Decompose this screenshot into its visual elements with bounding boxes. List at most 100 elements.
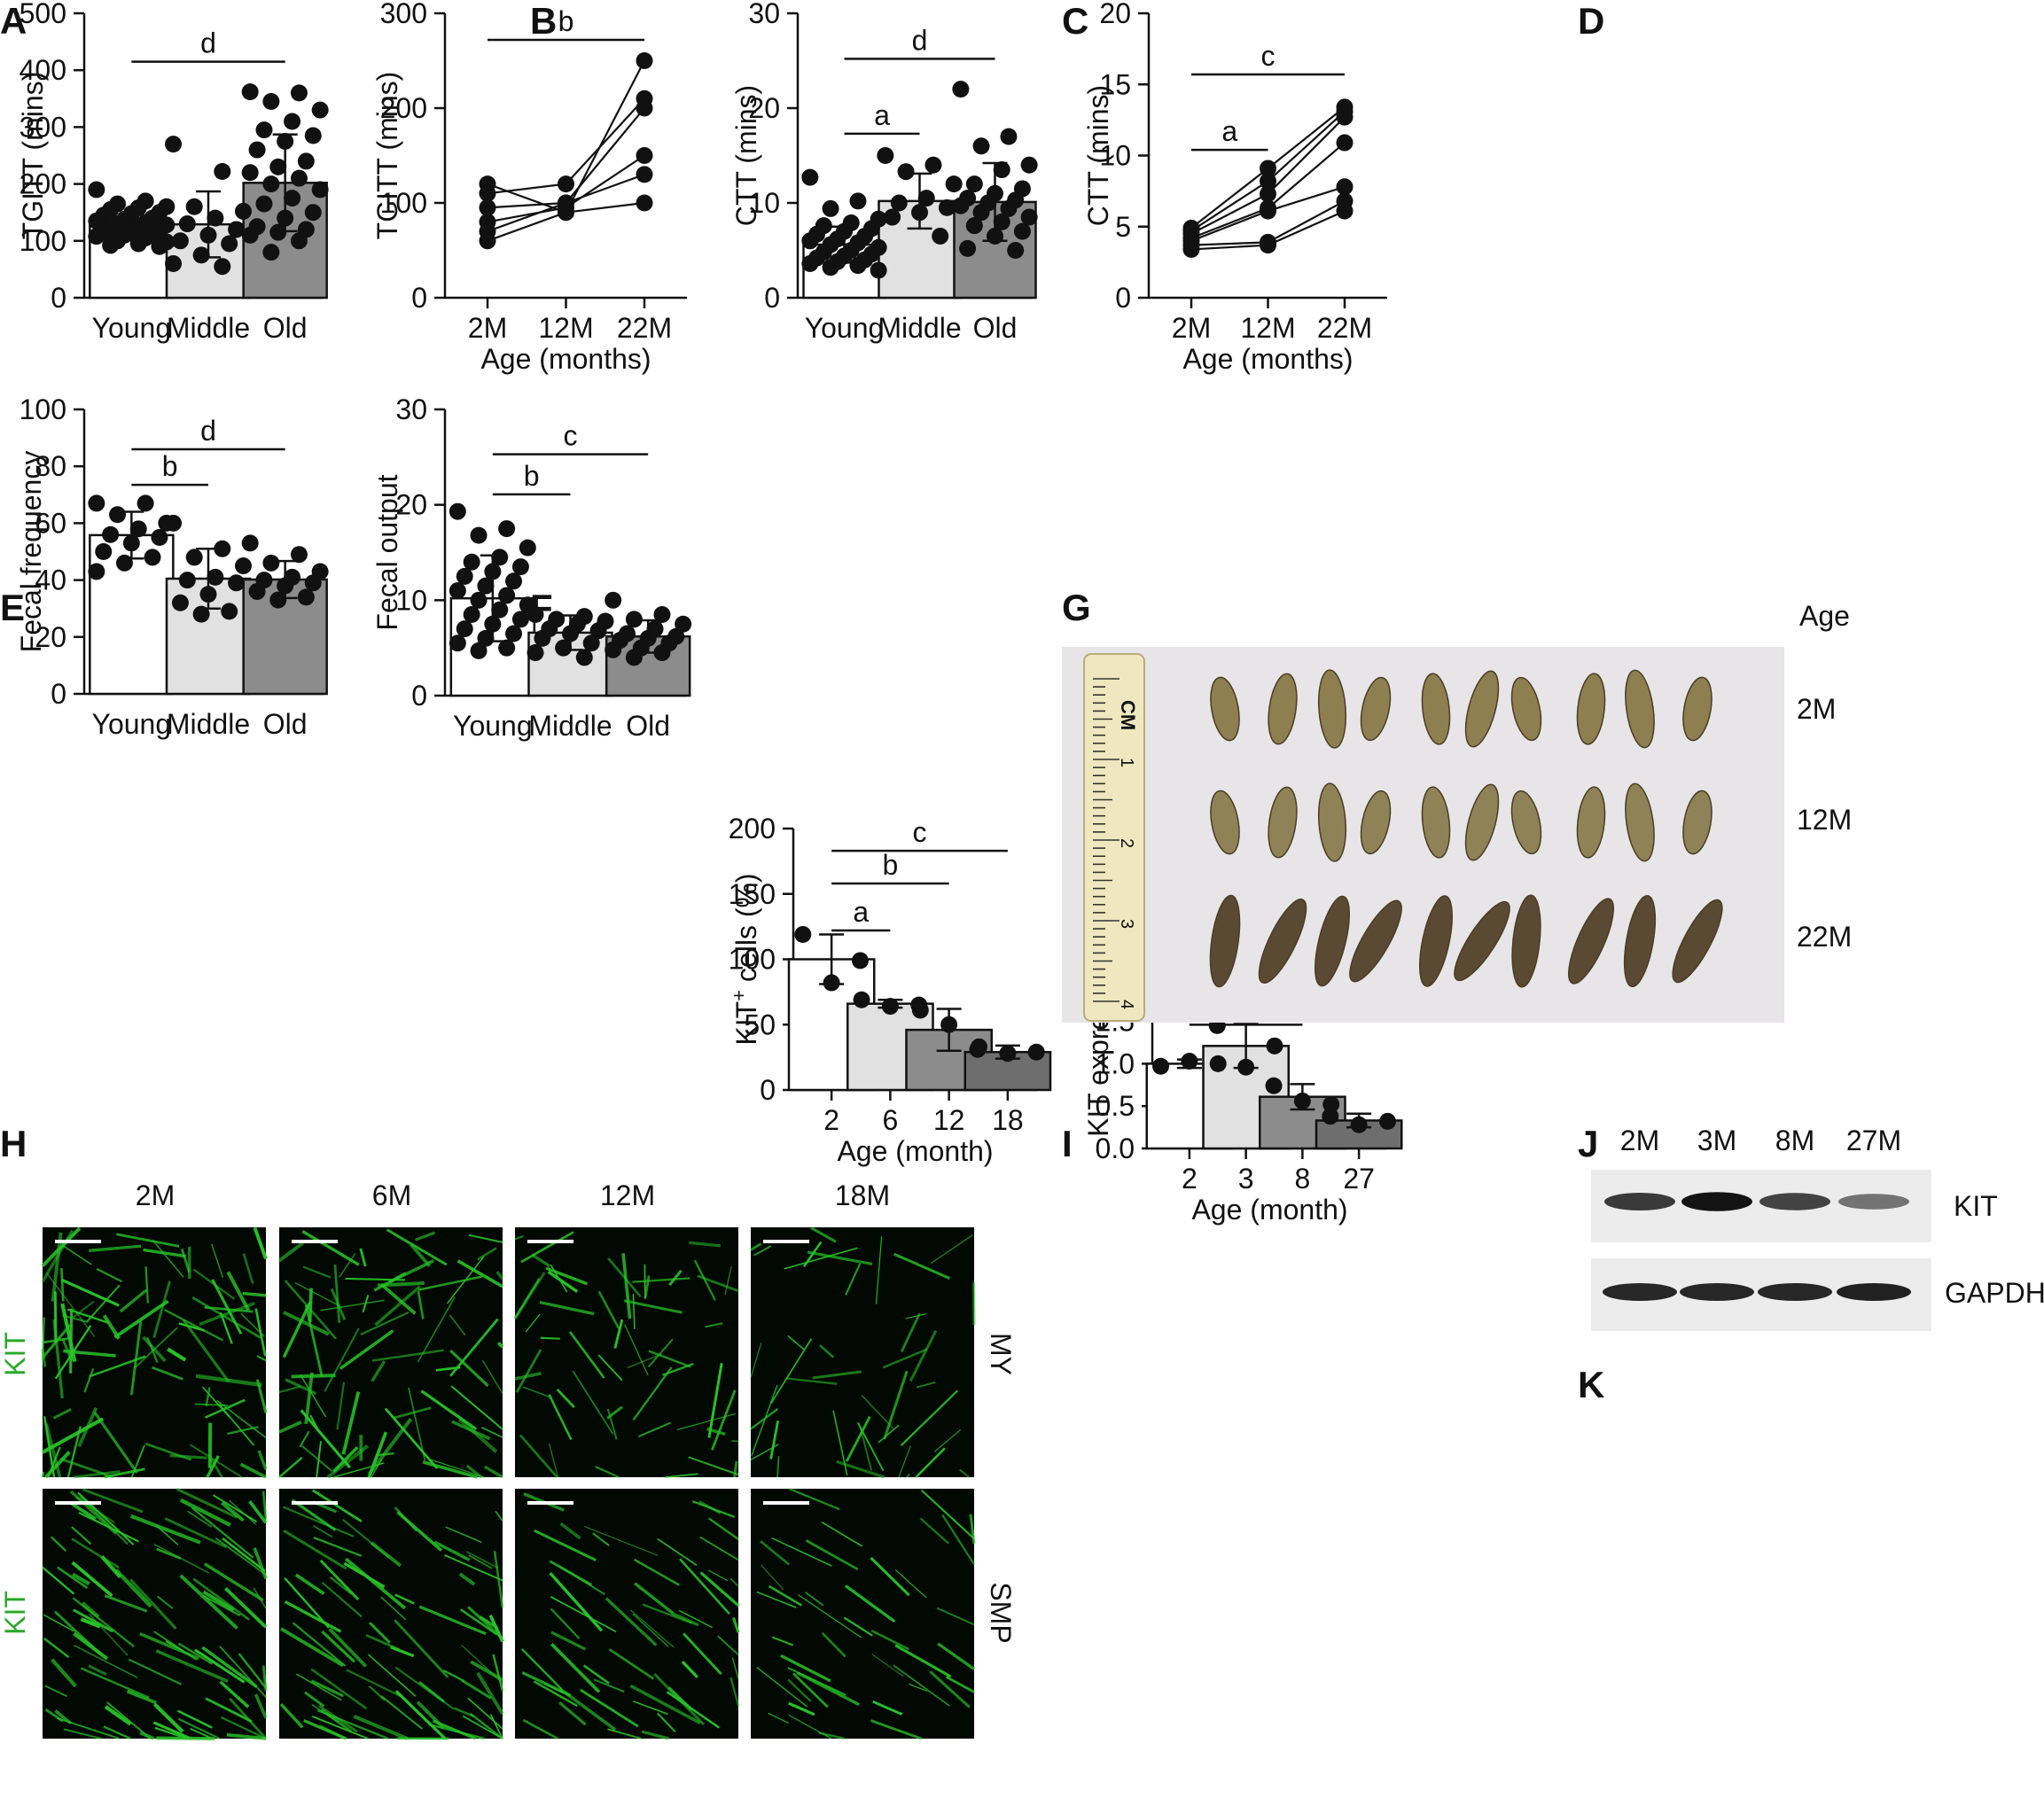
kit-fiber bbox=[691, 1500, 736, 1518]
kit-fiber bbox=[941, 1514, 975, 1565]
significance-label: c bbox=[564, 420, 578, 452]
data-point bbox=[636, 52, 653, 69]
data-point bbox=[262, 244, 280, 261]
kit-fiber bbox=[515, 1349, 542, 1393]
ruler: CM 1 2 3 4 bbox=[1083, 653, 1145, 1022]
y-tick-label: 10 bbox=[1099, 140, 1131, 172]
row-marker-kit-my: KIT bbox=[0, 1332, 31, 1376]
data-point bbox=[479, 184, 496, 202]
fecal-pellet bbox=[1268, 673, 1298, 745]
kit-fiber bbox=[632, 1701, 668, 1716]
kit-fiber bbox=[386, 1228, 448, 1266]
kit-fiber bbox=[191, 1296, 261, 1339]
kit-fiber bbox=[812, 1370, 862, 1380]
data-point bbox=[801, 168, 819, 186]
y-tick-label: 0 bbox=[764, 282, 780, 314]
kit-fiber bbox=[332, 1446, 359, 1473]
x-tick-label: 12 bbox=[933, 1104, 965, 1136]
kit-fiber bbox=[169, 1454, 207, 1459]
kit-fiber bbox=[157, 1595, 174, 1609]
data-point bbox=[636, 147, 653, 164]
kit-fiber bbox=[73, 1470, 121, 1479]
kit-fiber bbox=[676, 1413, 737, 1431]
kit-fiber bbox=[453, 1707, 474, 1718]
significance-label: c bbox=[1261, 40, 1276, 72]
data-point bbox=[534, 629, 551, 647]
y-tick-label: 0.0 bbox=[1096, 1133, 1135, 1164]
data-point bbox=[1000, 128, 1018, 145]
x-tick-label: Old bbox=[973, 312, 1018, 344]
kit-fiber bbox=[707, 1569, 729, 1582]
kit-fiber bbox=[584, 1526, 659, 1556]
row-label-2m: 2M bbox=[1797, 693, 1836, 725]
kit-fiber bbox=[114, 1568, 152, 1608]
kit-fiber bbox=[253, 1226, 268, 1260]
data-point bbox=[965, 175, 983, 193]
data-point bbox=[241, 83, 259, 101]
data-point bbox=[924, 156, 942, 174]
fecal-pellet bbox=[1258, 899, 1307, 984]
data-point bbox=[165, 254, 183, 272]
kit-fiber bbox=[415, 1231, 436, 1241]
y-tick-label: 400 bbox=[20, 54, 66, 86]
data-point bbox=[290, 546, 308, 564]
kit-fiber bbox=[632, 1613, 669, 1647]
kit-fiber bbox=[689, 1241, 722, 1248]
data-point bbox=[1266, 1037, 1283, 1055]
kit-fiber bbox=[248, 1500, 268, 1524]
kit-fiber bbox=[320, 1299, 385, 1312]
age-header: Age bbox=[1799, 600, 1850, 632]
data-point bbox=[1260, 185, 1276, 203]
kit-fiber bbox=[316, 1441, 322, 1478]
x-tick-label: Old bbox=[263, 312, 308, 344]
kit-fiber bbox=[711, 1389, 737, 1451]
kit-fiber bbox=[559, 1522, 581, 1540]
kit-fiber bbox=[533, 1680, 578, 1708]
kit-fiber bbox=[257, 1450, 268, 1470]
data-point bbox=[1020, 208, 1038, 226]
data-point bbox=[88, 563, 105, 580]
kit-fiber bbox=[226, 1271, 251, 1312]
gapdh-band bbox=[1680, 1283, 1754, 1301]
data-point bbox=[479, 232, 496, 250]
kit-fiber bbox=[284, 1576, 330, 1629]
kit-fiber bbox=[872, 1700, 903, 1716]
kit-fiber bbox=[311, 1716, 369, 1740]
kit-fiber bbox=[179, 1498, 231, 1527]
kit-fiber bbox=[608, 1648, 655, 1680]
data-point bbox=[897, 163, 915, 181]
x-tick-label: Middle bbox=[167, 312, 250, 344]
data-point bbox=[178, 215, 196, 233]
kit-fiber bbox=[621, 1253, 632, 1319]
data-point bbox=[1260, 172, 1276, 190]
lane-label-8m: 8M bbox=[1775, 1125, 1814, 1156]
ruler-number-1: 1 bbox=[1117, 758, 1136, 767]
data-point bbox=[932, 227, 949, 245]
data-point bbox=[262, 554, 280, 572]
kit-fiber bbox=[449, 1314, 466, 1336]
kit-fiber bbox=[878, 1424, 900, 1444]
kit-fiber bbox=[768, 1712, 790, 1724]
kit-fiber bbox=[392, 1406, 432, 1420]
kit-fiber bbox=[394, 1690, 447, 1740]
kit-fiber bbox=[845, 1263, 862, 1296]
kit-fiber bbox=[66, 1426, 82, 1478]
data-point bbox=[304, 204, 322, 222]
data-point bbox=[290, 232, 308, 250]
kit-fiber bbox=[457, 1417, 498, 1453]
kit-fiber bbox=[495, 1271, 504, 1280]
data-point bbox=[952, 81, 970, 98]
kit-fiber bbox=[657, 1712, 676, 1733]
y-tick-label: 15 bbox=[1099, 68, 1131, 100]
kit-fiber bbox=[805, 1539, 859, 1571]
y-axis-title: Fecal output bbox=[371, 474, 403, 630]
y-tick-label: 10 bbox=[748, 187, 780, 219]
kit-fiber bbox=[549, 1443, 559, 1478]
kit-fiber bbox=[304, 1691, 325, 1708]
data-point bbox=[1013, 222, 1031, 240]
data-point bbox=[884, 208, 901, 226]
data-point bbox=[1000, 199, 1018, 217]
kit-fiber bbox=[373, 1272, 407, 1292]
kit-fiber bbox=[229, 1499, 257, 1525]
